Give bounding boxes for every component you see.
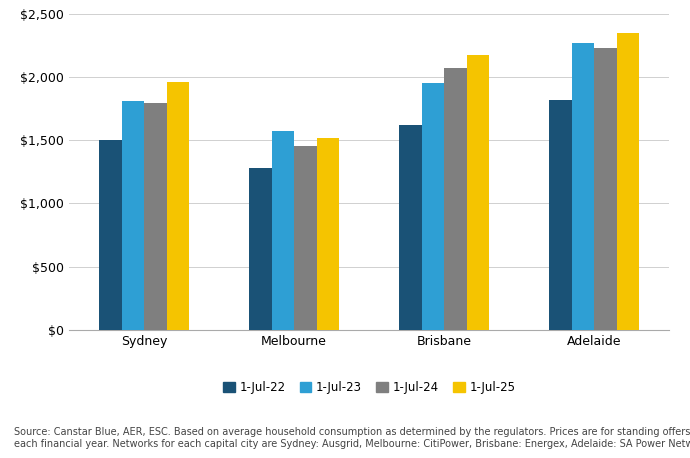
Bar xyxy=(249,168,272,330)
Bar xyxy=(166,82,189,330)
Bar xyxy=(99,140,121,330)
Bar xyxy=(317,137,339,330)
Bar xyxy=(121,101,144,330)
Bar xyxy=(272,131,294,330)
Text: Source: Canstar Blue, AER, ESC. Based on average household consumption as determ: Source: Canstar Blue, AER, ESC. Based on… xyxy=(14,427,690,449)
Bar xyxy=(617,33,639,330)
Legend: 1-Jul-22, 1-Jul-23, 1-Jul-24, 1-Jul-25: 1-Jul-22, 1-Jul-23, 1-Jul-24, 1-Jul-25 xyxy=(218,377,520,399)
Bar xyxy=(572,43,594,330)
Bar xyxy=(444,68,466,330)
Bar xyxy=(399,125,422,330)
Bar xyxy=(466,55,489,330)
Bar xyxy=(594,48,617,330)
Bar xyxy=(549,100,572,330)
Bar xyxy=(144,104,166,330)
Bar xyxy=(294,147,317,330)
Bar xyxy=(422,83,444,330)
